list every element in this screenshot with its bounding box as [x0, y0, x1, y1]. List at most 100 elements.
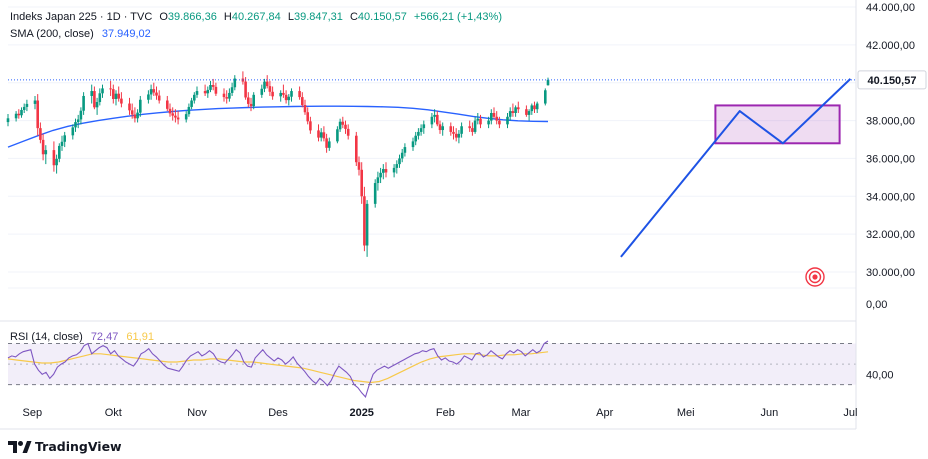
candle: [112, 84, 115, 104]
candle: [206, 86, 210, 98]
candle-body: [341, 121, 345, 125]
rsi-pane[interactable]: [7, 340, 856, 398]
candle-body: [355, 135, 358, 163]
candle: [379, 167, 382, 184]
candle-body: [36, 100, 39, 129]
candle: [322, 126, 326, 142]
time-tick-label: Okt: [105, 407, 122, 419]
candle-body: [282, 92, 285, 95]
candle: [546, 77, 550, 86]
candle: [233, 75, 237, 91]
rsi-lines: [7, 340, 549, 398]
candle: [527, 109, 531, 121]
tradingview-wordmark: TradingView: [35, 439, 122, 454]
trend-pattern-line[interactable]: [620, 78, 852, 258]
candle: [63, 131, 66, 148]
candle: [33, 95, 37, 110]
candle-body: [190, 100, 193, 107]
candle: [365, 200, 369, 257]
candle: [14, 111, 18, 122]
candle: [211, 78, 215, 91]
candle-body: [171, 113, 174, 116]
candle: [514, 105, 517, 117]
candle-body: [535, 103, 539, 110]
sma-value: 37.949,02: [102, 28, 151, 40]
candle-body: [228, 92, 231, 99]
candle-body: [473, 120, 477, 132]
change-value: +566,21 (+1,43%): [414, 11, 502, 23]
rsi-ma-line: [7, 351, 549, 384]
candle: [247, 92, 250, 108]
candle: [290, 88, 293, 102]
candle-body: [400, 152, 404, 159]
candle-body: [6, 118, 10, 123]
price-tick-label: 38.000,00: [866, 116, 915, 128]
candle: [171, 107, 174, 121]
candle-body: [438, 124, 442, 131]
candle: [79, 107, 83, 125]
legend-header[interactable]: Indeks Japan 225 · 1D · TVC O39.866,36 H…: [10, 11, 502, 40]
candle-body: [193, 94, 196, 101]
candle-body: [133, 114, 137, 119]
candle: [344, 120, 347, 134]
candle-body: [252, 94, 255, 107]
candle-body: [452, 131, 455, 134]
candle-body: [382, 169, 385, 173]
candle: [346, 124, 350, 140]
candle: [395, 160, 399, 174]
candle: [93, 86, 96, 110]
candle-body: [44, 150, 48, 155]
candle: [71, 124, 75, 140]
candle-body: [527, 111, 531, 115]
candle: [363, 186, 366, 252]
candle-body: [490, 113, 493, 121]
candle: [130, 103, 134, 119]
candle: [517, 101, 520, 113]
price-tick-label: 34.000,00: [866, 191, 915, 203]
time-tick-label: Jul: [843, 407, 857, 419]
consolidation-rectangle[interactable]: [714, 104, 841, 145]
candle-body: [365, 203, 369, 246]
candle: [384, 162, 388, 178]
tradingview-logo[interactable]: TradingView: [8, 439, 122, 454]
last-price-label[interactable]: 40.150,57: [857, 70, 927, 90]
candle: [328, 137, 331, 151]
candle-body: [309, 121, 312, 131]
candle: [263, 78, 266, 93]
price-axis[interactable]: 44.000,0042.000,0040.000,0038.000,0036.0…: [866, 2, 915, 311]
ohlc-high-value: 40.267,84: [232, 11, 281, 23]
candle: [303, 99, 307, 115]
candle: [203, 84, 207, 96]
price-tick-label: 36.000,00: [866, 153, 915, 165]
candle: [392, 164, 396, 178]
candle-body: [33, 100, 37, 104]
alert-icon[interactable]: [805, 267, 825, 287]
candle-body: [225, 97, 228, 99]
candle: [176, 111, 180, 125]
last-price-text: 40.150,57: [868, 75, 917, 87]
price-pane[interactable]: [0, 0, 856, 321]
candle-body: [271, 91, 274, 97]
price-tick-label: 42.000,00: [866, 40, 915, 52]
candle-body: [454, 133, 458, 138]
candle-body: [487, 120, 490, 125]
candle-body: [322, 132, 326, 139]
candle-body: [195, 91, 199, 95]
time-tick-label: 2025: [349, 407, 373, 419]
range-box[interactable]: [714, 104, 841, 145]
candle-body: [203, 91, 207, 94]
candle-body: [211, 84, 215, 87]
candle: [209, 80, 212, 93]
candle: [228, 88, 231, 102]
candle-body: [357, 162, 361, 170]
candle-body: [403, 147, 407, 153]
rsi-legend[interactable]: RSI (14, close) 72,47 61,91: [10, 331, 154, 343]
rsi-axis-label: 40,00: [866, 369, 894, 381]
candle-body: [436, 114, 439, 125]
time-axis[interactable]: Sep Okt Nov Des 2025 Feb Mar Apr Mei Jun Jul: [23, 407, 858, 419]
candle-body: [457, 133, 461, 138]
candle: [25, 99, 29, 112]
candle-body: [174, 115, 177, 118]
candle-body: [249, 103, 253, 107]
